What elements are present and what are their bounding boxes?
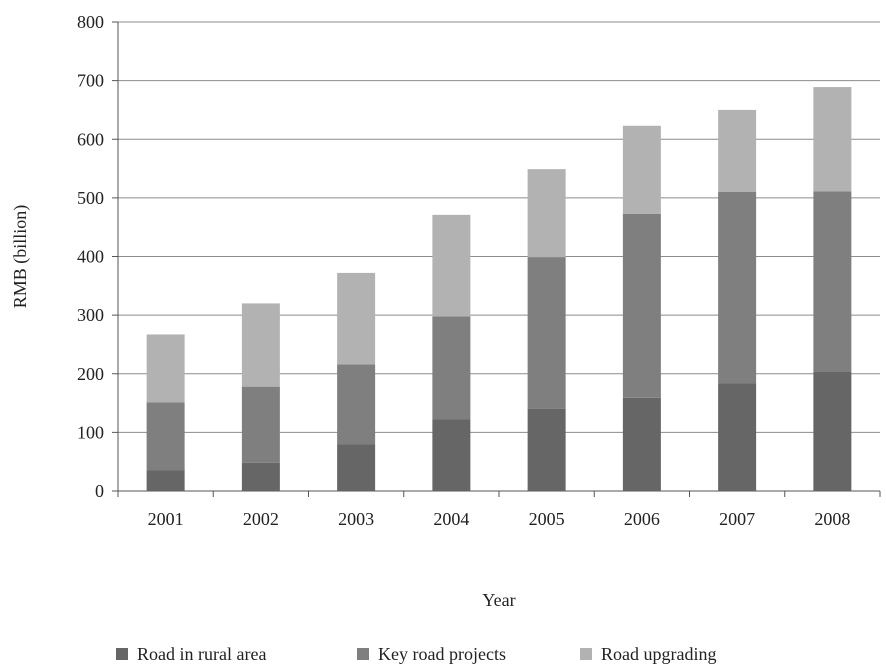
y-tick-label: 0: [95, 481, 104, 501]
bar-segment-road-upgrading-2006: [622, 125, 661, 214]
bar-segment-road-upgrading-2007: [718, 109, 757, 193]
bar-segment-key-road-projects-2005: [527, 257, 566, 409]
legend-label: Road in rural area: [137, 644, 266, 664]
x-tick-labels: 2001 2002 2003 2004 2005 2006 2007 2008: [148, 509, 851, 529]
y-tick-label: 800: [77, 12, 104, 32]
legend-swatch: [580, 648, 592, 660]
bar-segment-road-in-rural-area-2007: [718, 383, 757, 491]
bar-segment-key-road-projects-2007: [718, 192, 757, 384]
y-axis-title: RMB (billion): [10, 205, 31, 309]
y-tick-label: 500: [77, 188, 104, 208]
legend-item: Key road projects: [357, 644, 506, 664]
legend-swatch: [116, 648, 128, 660]
legend-item: Road upgrading: [580, 644, 716, 664]
y-tick-label: 600: [77, 129, 104, 149]
legend-label: Road upgrading: [601, 644, 716, 664]
bar-segment-road-in-rural-area-2008: [813, 371, 852, 491]
y-tick-label: 300: [77, 305, 104, 325]
x-tick-label: 2006: [624, 509, 660, 529]
gridlines: [112, 21, 881, 497]
x-tick-label: 2005: [529, 509, 565, 529]
legend-item: Road in rural area: [116, 644, 266, 664]
legend: Road in rural area Key road projects Road …: [116, 644, 716, 664]
bar-segment-road-upgrading-2002: [241, 303, 280, 387]
x-tick-label: 2001: [148, 509, 184, 529]
y-tick-labels: 0 100 200 300 400 500 600 700 800: [77, 12, 104, 501]
y-tick-label: 100: [77, 422, 104, 442]
x-tick-label: 2007: [719, 509, 755, 529]
bar-segment-key-road-projects-2008: [813, 191, 852, 372]
bar-segment-road-in-rural-area-2004: [432, 419, 471, 491]
legend-swatch: [357, 648, 369, 660]
y-tick-label: 400: [77, 247, 104, 267]
bar-segment-road-in-rural-area-2006: [622, 397, 661, 491]
bar-segment-road-upgrading-2008: [813, 87, 852, 192]
x-tick-label: 2004: [433, 509, 469, 529]
x-axis-title: Year: [482, 590, 515, 610]
bar-segment-road-upgrading-2001: [146, 334, 185, 403]
bar-segment-road-in-rural-area-2005: [527, 408, 566, 491]
x-tick-label: 2008: [814, 509, 850, 529]
x-tick-label: 2003: [338, 509, 374, 529]
bar-segment-key-road-projects-2004: [432, 316, 471, 420]
y-tick-label: 200: [77, 364, 104, 384]
bar-segment-road-in-rural-area-2002: [241, 462, 280, 491]
bars: [146, 87, 852, 491]
bar-segment-key-road-projects-2006: [622, 213, 661, 398]
bar-segment-road-upgrading-2005: [527, 169, 566, 258]
bar-segment-road-in-rural-area-2003: [337, 444, 376, 491]
bar-segment-key-road-projects-2003: [337, 364, 376, 445]
bar-segment-key-road-projects-2002: [241, 386, 280, 463]
bar-segment-road-upgrading-2004: [432, 214, 471, 317]
bar-segment-road-in-rural-area-2001: [146, 470, 185, 491]
legend-label: Key road projects: [378, 644, 506, 664]
bar-segment-road-upgrading-2003: [337, 272, 376, 365]
bar-segment-key-road-projects-2001: [146, 402, 185, 471]
y-tick-label: 700: [77, 71, 104, 91]
x-tick-label: 2002: [243, 509, 279, 529]
